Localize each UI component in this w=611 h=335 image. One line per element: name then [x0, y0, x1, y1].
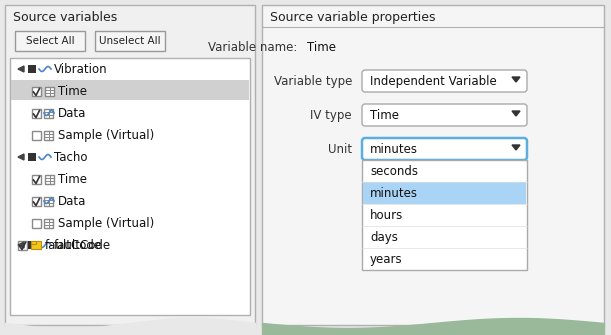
Text: Unselect All: Unselect All [99, 36, 161, 46]
Bar [32, 109, 41, 118]
Bar [11, 80, 249, 100]
Text: days: days [370, 230, 398, 244]
Text: Data: Data [58, 107, 86, 120]
Text: Time: Time [307, 41, 336, 54]
Text: Independent Variable: Independent Variable [370, 74, 497, 87]
Bar [32, 131, 41, 139]
Bar [32, 218, 41, 227]
Bar [44, 131, 53, 139]
FancyBboxPatch shape [362, 138, 527, 160]
Text: Select All: Select All [26, 36, 75, 46]
Bar [44, 109, 53, 118]
Text: Tacho: Tacho [54, 150, 87, 163]
Bar [44, 197, 53, 205]
Polygon shape [512, 111, 520, 116]
Bar [5, 5, 255, 325]
Bar [31, 241, 41, 249]
Bar [95, 31, 165, 51]
Bar [28, 241, 36, 249]
Bar [32, 86, 41, 95]
Bar [45, 175, 54, 184]
Text: minutes: minutes [370, 142, 418, 155]
Text: Variable name:: Variable name: [208, 41, 297, 54]
Text: Time: Time [58, 84, 87, 97]
Bar [15, 31, 85, 51]
Text: Source variables: Source variables [13, 10, 117, 23]
Polygon shape [512, 145, 520, 150]
Bar [32, 197, 41, 205]
Bar [32, 175, 41, 184]
Polygon shape [18, 242, 24, 248]
FancyBboxPatch shape [362, 104, 527, 126]
Bar [262, 5, 604, 325]
Text: faultCode: faultCode [45, 239, 102, 252]
Polygon shape [18, 66, 24, 72]
Text: seconds: seconds [370, 164, 418, 178]
Bar [44, 218, 53, 227]
Text: minutes: minutes [370, 187, 418, 200]
Text: Time: Time [370, 109, 399, 122]
Bar [18, 241, 27, 250]
Text: Source variable properties: Source variable properties [270, 10, 436, 23]
Text: faultCode: faultCode [54, 239, 111, 252]
Text: Data: Data [58, 195, 86, 207]
Polygon shape [18, 154, 24, 160]
Bar [45, 86, 54, 95]
Bar [28, 153, 36, 161]
Bar [31, 241, 36, 244]
Text: years: years [370, 253, 403, 266]
FancyBboxPatch shape [362, 70, 527, 92]
Text: Sample (Virtual): Sample (Virtual) [58, 129, 154, 141]
Text: IV type: IV type [310, 109, 352, 122]
Text: Vibration: Vibration [54, 63, 108, 75]
Text: Unit: Unit [328, 142, 352, 155]
Polygon shape [512, 77, 520, 82]
Text: Sample (Virtual): Sample (Virtual) [58, 216, 154, 229]
Text: Variable type: Variable type [274, 74, 352, 87]
Text: hours: hours [370, 208, 403, 221]
Bar [362, 160, 527, 270]
Bar [28, 65, 36, 73]
Bar [10, 58, 250, 315]
Bar [363, 182, 526, 204]
Text: Time: Time [58, 173, 87, 186]
